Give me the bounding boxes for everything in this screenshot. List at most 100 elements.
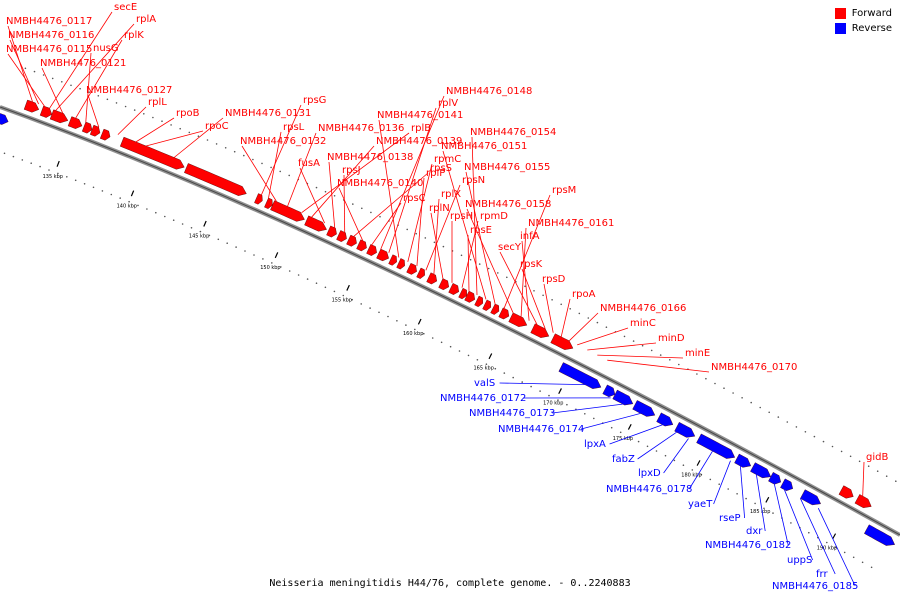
minor-tick-outer <box>179 127 181 130</box>
kbp-tick-label: 155 kbp <box>332 297 352 303</box>
minor-tick-inner <box>718 483 720 486</box>
minor-tick-outer <box>650 349 653 352</box>
reverse-leader-line <box>817 508 856 587</box>
backbone-core <box>0 106 900 536</box>
minor-tick-inner <box>700 473 703 476</box>
reverse-gene-arrow <box>780 478 794 492</box>
minor-tick-outer <box>858 460 861 463</box>
forward-leader-line <box>371 202 402 246</box>
minor-tick-outer <box>533 290 535 292</box>
minor-tick-outer <box>133 109 136 111</box>
forward-gene-arrow <box>23 99 40 113</box>
minor-tick-inner <box>378 311 380 314</box>
minor-tick-inner <box>119 197 121 199</box>
minor-tick-inner <box>66 176 68 178</box>
minor-tick-inner <box>852 556 855 559</box>
reverse-gene-label: NMBH4476_0182 <box>705 540 791 551</box>
minor-tick-inner <box>431 337 434 339</box>
forward-gene-label: rpsK <box>520 259 543 270</box>
minor-tick-inner <box>861 561 864 564</box>
reverse-gene-arrow <box>864 524 895 546</box>
minor-tick-outer <box>578 312 581 315</box>
minor-tick-outer <box>669 359 671 361</box>
reverse-swatch <box>834 23 846 34</box>
minor-tick-inner <box>137 204 139 207</box>
minor-tick-outer <box>415 232 418 235</box>
minor-tick-inner <box>727 488 729 490</box>
minor-tick-inner <box>226 242 228 244</box>
forward-leader-line <box>301 132 410 214</box>
forward-gene-arrow <box>482 299 492 311</box>
reverse-gene-label: frr <box>816 569 828 580</box>
reverse-gene-arrow <box>768 472 782 485</box>
forward-leader-line <box>430 212 444 279</box>
forward-gene-label: NMBH4476_0138 <box>327 152 413 163</box>
kbp-tick-label: 135 kbp <box>43 174 63 180</box>
minor-tick-inner <box>754 502 756 505</box>
minor-tick-outer <box>51 77 54 80</box>
reverse-gene-label: NMBH4476_0173 <box>469 408 555 419</box>
minor-tick-inner <box>155 211 157 214</box>
forward-leader-line <box>388 107 437 253</box>
forward-gene-arrow <box>356 239 367 252</box>
minor-tick-outer <box>42 74 45 76</box>
forward-leader-line <box>311 145 375 218</box>
minor-tick-inner <box>476 359 479 361</box>
reverse-leader-line <box>774 484 789 546</box>
minor-tick-inner <box>584 413 586 415</box>
forward-gene-arrow <box>388 254 397 266</box>
minor-tick-outer <box>822 440 825 443</box>
forward-gene-arrow <box>530 323 550 338</box>
minor-tick-outer <box>723 387 725 390</box>
minor-tick-inner <box>423 332 425 335</box>
minor-tick-outer <box>524 285 526 288</box>
minor-tick-inner <box>217 238 220 241</box>
minor-tick-inner <box>3 152 6 155</box>
kbp-tick-label: 140 kbp <box>117 203 137 209</box>
minor-tick-outer <box>497 272 499 274</box>
reverse-gene-label: uppS <box>787 555 812 566</box>
reverse-gene-arrow <box>696 433 736 459</box>
forward-gene-label: rpsD <box>542 274 566 285</box>
legend-forward: Forward <box>834 8 892 19</box>
minor-tick-inner <box>128 200 130 203</box>
forward-gene-label: NMBH4476_0155 <box>464 162 550 173</box>
forward-gene-arrow <box>406 262 417 275</box>
forward-gene-arrow <box>474 295 484 308</box>
minor-tick-outer <box>61 81 63 83</box>
forward-gene-arrow <box>426 272 438 285</box>
forward-leader-line <box>41 67 64 114</box>
forward-gene-arrow <box>346 234 357 247</box>
minor-tick-outer <box>605 326 608 329</box>
forward-gene-label: NMBH4476_0170 <box>711 362 797 373</box>
minor-tick-inner <box>610 426 613 429</box>
legend-forward-label: Forward <box>851 8 892 19</box>
kbp-tick-label: 180 kbp <box>681 472 701 478</box>
minor-tick-inner <box>405 324 407 326</box>
minor-tick-inner <box>351 298 354 301</box>
minor-tick-outer <box>813 435 816 438</box>
reverse-gene-arrow <box>558 362 602 389</box>
minor-tick-inner <box>244 250 246 252</box>
minor-tick-outer <box>551 299 553 301</box>
forward-gene-arrow <box>81 121 93 134</box>
minor-tick-inner <box>709 478 712 481</box>
forward-gene-label: rpoC <box>205 121 229 132</box>
minor-tick-outer <box>795 426 798 428</box>
minor-tick-inner <box>83 183 86 185</box>
forward-gene-arrow <box>270 200 305 222</box>
reverse-gene-arrow <box>734 453 752 468</box>
forward-gene-arrow <box>498 307 510 320</box>
major-tick <box>130 190 135 197</box>
minor-tick-inner <box>539 390 541 392</box>
minor-tick-inner <box>808 531 810 534</box>
minor-tick-outer <box>741 397 743 399</box>
minor-tick-inner <box>664 454 667 457</box>
forward-gene-arrow <box>458 287 468 300</box>
forward-gene-label: NMBH4476_0115 <box>6 44 92 55</box>
forward-gene-arrow <box>99 128 111 141</box>
minor-tick-outer <box>333 195 336 197</box>
minor-tick-inner <box>772 512 774 514</box>
minor-tick-inner <box>593 417 595 420</box>
minor-tick-outer <box>623 335 626 338</box>
